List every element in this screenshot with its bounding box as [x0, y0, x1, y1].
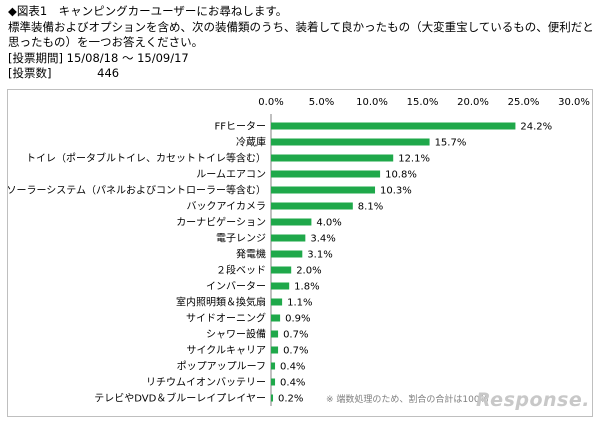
data-label: 1.1% [287, 298, 312, 309]
chart-title: ◆図表1 キャンピングカーユーザーにお尋ねします。 [8, 4, 288, 18]
chart-area: 0.0% 5.0% 10.0% 15.0% 20.0% 25.0% 30.0% FFヒーター… [7, 89, 593, 417]
data-label: 2.0% [296, 266, 321, 277]
bar [271, 154, 394, 162]
data-label: 3.4% [310, 234, 335, 245]
data-label: 4.0% [316, 218, 341, 229]
voting-period: [投票期間] 15/08/18 ～ 15/09/17 [8, 51, 594, 67]
category-label: 冷蔵庫 [236, 136, 266, 149]
category-label: FFヒーター [214, 121, 266, 133]
category-label: ポップアップルーフ [177, 361, 266, 373]
bar [271, 346, 279, 354]
bar-row: カーナビゲーション 4.0% [176, 217, 342, 229]
data-label: 10.8% [385, 170, 417, 181]
bar-row: インバーター 1.8% [206, 281, 320, 293]
bar [271, 186, 376, 194]
x-tick-label: 25.0% [508, 97, 540, 108]
data-label: 24.2% [520, 122, 552, 133]
category-label: バックアイカメラ [187, 201, 267, 213]
bar [271, 378, 276, 386]
bar-chart: 0.0% 5.0% 10.0% 15.0% 20.0% 25.0% 30.0% FFヒーター… [8, 97, 590, 411]
bar-row: ２段ベッド 2.0% [216, 264, 322, 277]
data-label: 8.1% [358, 202, 383, 213]
category-label: 発電機 [236, 248, 266, 261]
vote-count-label: [投票数] [8, 66, 52, 80]
bar [271, 266, 292, 274]
bar [271, 362, 276, 370]
bar [271, 394, 274, 402]
x-tick-label: 20.0% [457, 97, 489, 108]
bar [271, 138, 430, 146]
chart-header: ◆図表1 キャンピングカーユーザーにお尋ねします。 標準装備およびオプションを含… [8, 4, 594, 82]
category-label: テレビやDVD＆ブルーレイプレイヤー [94, 392, 266, 405]
bar-row: バックアイカメラ 8.1% [187, 201, 384, 213]
bar-row: 冷蔵庫 15.7% [236, 136, 466, 149]
x-tick-label: 15.0% [407, 97, 439, 108]
x-tick-label: 0.0% [258, 97, 283, 108]
bar [271, 282, 290, 290]
category-label: トイレ（ポータブルトイレ、カセットトイレ等含む） [26, 152, 266, 165]
data-label: 0.7% [283, 330, 308, 341]
survey-question: 標準装備およびオプションを含め、次の装備類のうち、装着して良かったもの（大変重宝… [8, 19, 594, 50]
data-label: 0.4% [280, 362, 305, 373]
footnote: ※ 端数処理のため、割合の合計は100％ [326, 393, 489, 405]
bar-rows: FFヒーター 24.2% 冷蔵庫 15.7% トイレ（ポータブルトイレ、カセットトイレ等… [8, 121, 552, 405]
bar [271, 170, 381, 178]
bar [271, 330, 279, 338]
bar [271, 234, 306, 242]
x-tick-label: 10.0% [356, 97, 388, 108]
data-label: 15.7% [435, 138, 467, 149]
bar-row: ソーラーシステム（パネルおよびコントローラー等含む） 10.3% [8, 184, 412, 197]
bar-row: リチウムイオンバッテリー 0.4% [146, 377, 305, 389]
category-label: サイクルキャリア [187, 345, 267, 357]
bar-row: FFヒーター 24.2% [214, 121, 552, 133]
data-label: 12.1% [398, 154, 430, 165]
category-label: 室内照明類＆換気扇 [176, 296, 266, 309]
bar-row: ポップアップルーフ 0.4% [177, 361, 306, 373]
bar [271, 218, 312, 226]
vote-count: [投票数] 446 [8, 66, 594, 82]
response-watermark-logo: Response. [476, 389, 590, 411]
category-label: カーナビゲーション [176, 217, 266, 229]
category-label: ２段ベッド [216, 264, 266, 277]
x-axis-ticks: 0.0% 5.0% 10.0% 15.0% 20.0% 25.0% 30.0% [258, 97, 590, 108]
voting-period-value: 15/08/18 ～ 15/09/17 [66, 50, 189, 65]
x-tick-label: 30.0% [558, 97, 590, 108]
category-label: ソーラーシステム（パネルおよびコントローラー等含む） [8, 184, 266, 197]
x-tick-label: 5.0% [309, 97, 334, 108]
data-label: 0.7% [283, 346, 308, 357]
data-label: 1.8% [294, 282, 319, 293]
bar-row: トイレ（ポータブルトイレ、カセットトイレ等含む） 12.1% [26, 152, 430, 165]
category-label: リチウムイオンバッテリー [146, 377, 266, 389]
bar [271, 202, 353, 210]
category-label: サイドオーニング [186, 312, 266, 325]
bar-row: テレビやDVD＆ブルーレイプレイヤー 0.2% [94, 392, 303, 405]
data-label: 0.4% [280, 378, 305, 389]
bar [271, 122, 516, 130]
bar-row: 電子レンジ 3.4% [216, 233, 336, 245]
bar-row: ルームエアコン 10.8% [196, 169, 417, 181]
bar [271, 250, 303, 258]
bar-row: サイドオーニング 0.9% [186, 312, 310, 325]
bar-row: 発電機 3.1% [236, 248, 333, 261]
data-label: 10.3% [380, 186, 412, 197]
category-label: 電子レンジ [216, 233, 266, 245]
data-label: 0.9% [285, 314, 310, 325]
bar-row: サイクルキャリア 0.7% [187, 345, 309, 357]
bar-row: シャワー設備 0.7% [206, 328, 308, 341]
voting-period-label: [投票期間] [8, 50, 63, 65]
data-label: 0.2% [278, 394, 303, 405]
data-label: 3.1% [307, 250, 332, 261]
vote-count-value: 446 [97, 66, 120, 80]
bar [271, 298, 283, 306]
category-label: ルームエアコン [196, 169, 266, 181]
bar-row: 室内照明類＆換気扇 1.1% [176, 296, 313, 309]
bar [271, 314, 281, 322]
category-label: シャワー設備 [206, 328, 266, 341]
category-label: インバーター [206, 281, 266, 293]
